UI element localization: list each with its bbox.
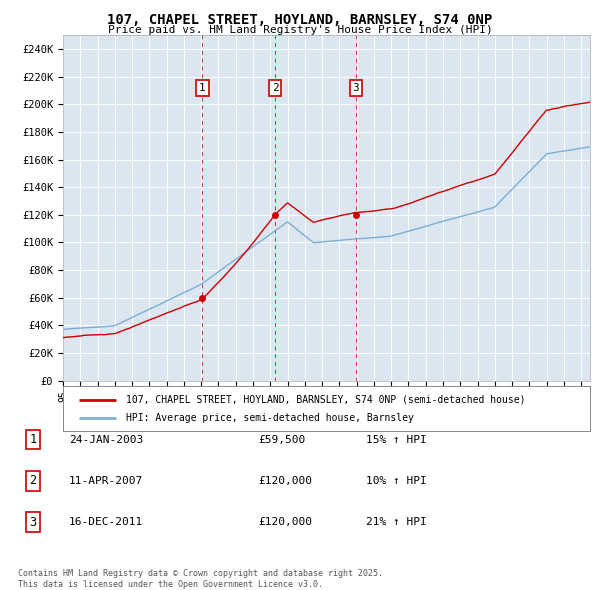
Text: HPI: Average price, semi-detached house, Barnsley: HPI: Average price, semi-detached house,… [126, 414, 414, 423]
Text: 3: 3 [29, 516, 37, 529]
Text: 1: 1 [199, 83, 206, 93]
Text: 21% ↑ HPI: 21% ↑ HPI [366, 517, 427, 527]
Text: Contains HM Land Registry data © Crown copyright and database right 2025.
This d: Contains HM Land Registry data © Crown c… [18, 569, 383, 589]
Text: 2: 2 [29, 474, 37, 487]
Text: 107, CHAPEL STREET, HOYLAND, BARNSLEY, S74 0NP (semi-detached house): 107, CHAPEL STREET, HOYLAND, BARNSLEY, S… [126, 395, 526, 405]
Text: 2: 2 [272, 83, 278, 93]
Text: 3: 3 [353, 83, 359, 93]
Text: 1: 1 [29, 433, 37, 446]
Text: £120,000: £120,000 [258, 517, 312, 527]
Text: 10% ↑ HPI: 10% ↑ HPI [366, 476, 427, 486]
Text: Price paid vs. HM Land Registry's House Price Index (HPI): Price paid vs. HM Land Registry's House … [107, 25, 493, 35]
Text: £59,500: £59,500 [258, 435, 305, 444]
Text: 11-APR-2007: 11-APR-2007 [69, 476, 143, 486]
Text: 24-JAN-2003: 24-JAN-2003 [69, 435, 143, 444]
Text: 107, CHAPEL STREET, HOYLAND, BARNSLEY, S74 0NP: 107, CHAPEL STREET, HOYLAND, BARNSLEY, S… [107, 13, 493, 27]
Text: 15% ↑ HPI: 15% ↑ HPI [366, 435, 427, 444]
Text: £120,000: £120,000 [258, 476, 312, 486]
Text: 16-DEC-2011: 16-DEC-2011 [69, 517, 143, 527]
